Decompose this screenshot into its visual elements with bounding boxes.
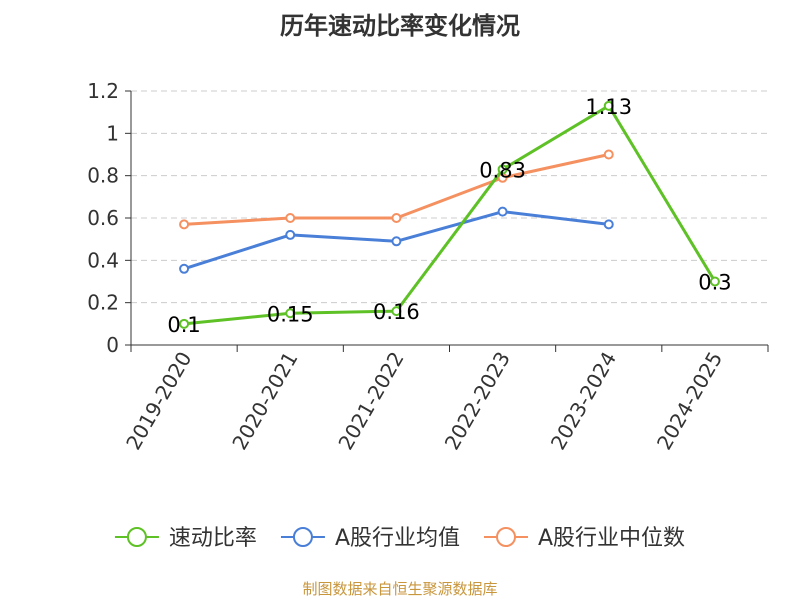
y-tick-label: 1: [106, 121, 119, 145]
series-group: [179, 100, 720, 329]
x-tick-label: 2021-2022: [333, 347, 408, 453]
data-point: [391, 213, 402, 223]
legend-item[interactable]: A股行业均值: [280, 526, 460, 551]
data-label: 1.13: [585, 95, 632, 119]
data-label: 0.1: [167, 313, 200, 337]
data-point: [497, 206, 508, 217]
data-point: [709, 276, 720, 287]
legend-marker-icon: [126, 527, 147, 547]
legend-marker-icon: [496, 527, 517, 547]
data-point: [497, 164, 508, 175]
data-labels: 0.1 0.15 0.16 0.83 1.13 0.3: [167, 95, 731, 337]
legend: 速动比率 A股行业均值 A股行业中位数: [114, 526, 685, 551]
x-tick-label: 2022-2023: [440, 348, 515, 454]
data-label: 0.16: [373, 300, 420, 324]
legend-item[interactable]: A股行业中位数: [484, 526, 685, 551]
legend-item[interactable]: 速动比率: [114, 526, 257, 551]
y-tick-label: 0.4: [87, 248, 119, 272]
data-point: [285, 308, 296, 319]
data-point: [179, 318, 190, 329]
x-tick-label: 2020-2021: [227, 348, 302, 454]
chart-title: 历年速动比率变化情况: [280, 12, 520, 40]
legend-marker-icon: [292, 527, 313, 547]
source-note: 制图数据来自恒生聚源数据库: [302, 580, 498, 598]
x-tick-label: 2024-2025: [652, 348, 727, 454]
data-label: 0.3: [698, 271, 731, 295]
data-point: [285, 213, 296, 223]
data-label: 0.15: [267, 302, 314, 326]
y-tick-label: 0.8: [87, 164, 119, 188]
x-tick-label: 2019-2020: [121, 348, 196, 454]
y-tick-label: 0.6: [87, 206, 119, 230]
data-point: [179, 219, 190, 230]
data-point: [391, 306, 402, 317]
x-tick-label: 2023-2024: [546, 348, 621, 454]
legend-label: 速动比率: [169, 526, 257, 551]
series-line: [183, 104, 717, 326]
legend-label: A股行业中位数: [538, 526, 685, 551]
y-tick-label: 0.2: [87, 291, 119, 315]
data-point: [391, 236, 402, 247]
data-point: [603, 100, 614, 111]
y-tick-label: 1.2: [87, 79, 119, 103]
data-label: 0.83: [479, 158, 526, 182]
grid-lines: [131, 90, 768, 304]
data-point: [179, 263, 190, 274]
data-point: [603, 149, 614, 160]
y-tick-label: 0: [106, 333, 119, 357]
data-point: [285, 229, 296, 240]
legend-label: A股行业均值: [335, 526, 460, 551]
data-point: [603, 219, 614, 230]
